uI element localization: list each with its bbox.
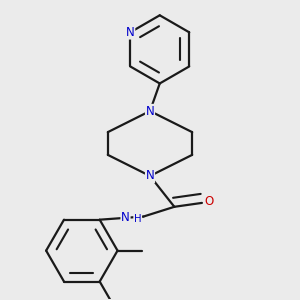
Text: H: H xyxy=(134,214,141,224)
Text: N: N xyxy=(146,169,154,182)
Text: N: N xyxy=(121,211,130,224)
Text: N: N xyxy=(146,105,154,118)
Text: O: O xyxy=(204,195,214,208)
Text: N: N xyxy=(126,26,135,39)
